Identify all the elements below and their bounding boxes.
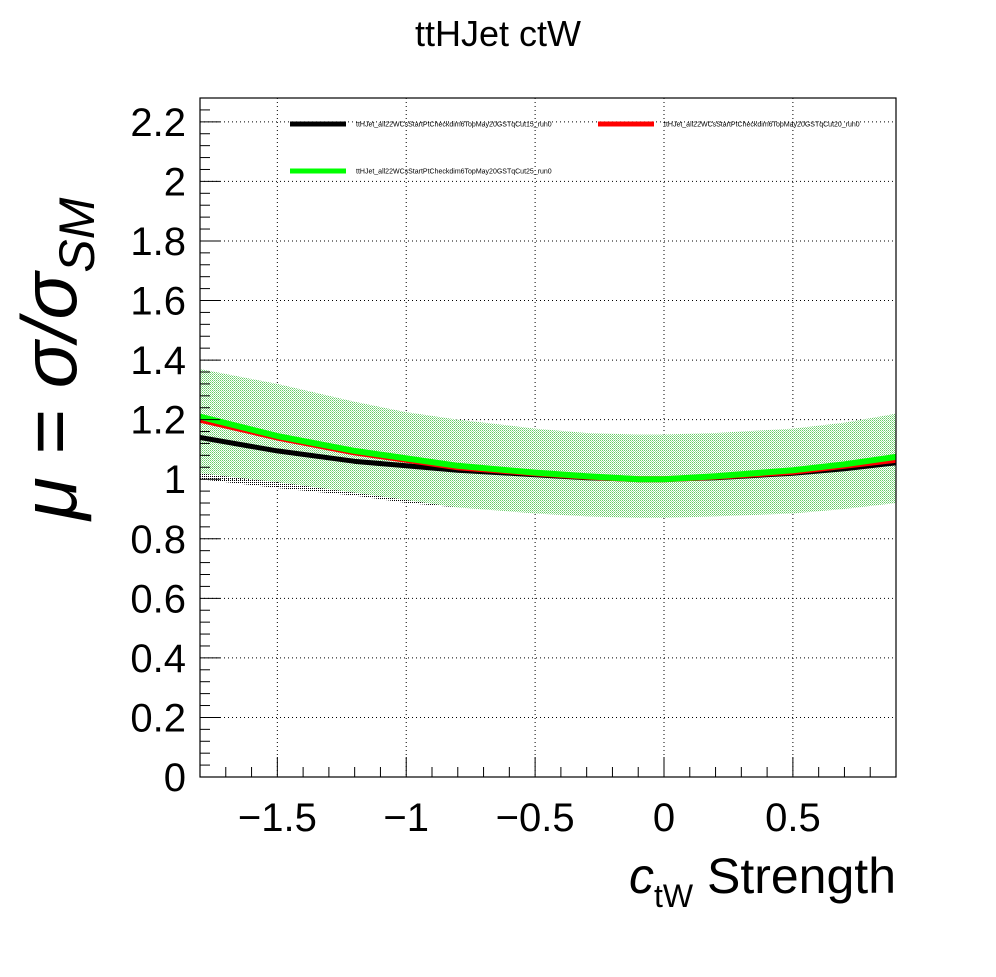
axis-ticks [199, 97, 897, 778]
y-tick-label: 1.6 [130, 280, 186, 324]
chart-title: ttHJet ctW [415, 13, 581, 54]
legend: ttHJet_all22WCsStartPtCheckdim6TopMay20G… [290, 121, 860, 176]
y-tick-label: 1.8 [130, 220, 186, 264]
series-lines [200, 413, 896, 483]
y-tick-label: 0.8 [130, 518, 186, 562]
y-tick-label: 0.4 [130, 637, 186, 681]
y-axis-label-sub: SM [49, 197, 105, 272]
y-axis-label: μ = σ/σSM [5, 197, 105, 522]
x-tick-label: −1.5 [238, 796, 317, 840]
uncertainty-band [200, 369, 896, 518]
x-tick-label: 0.5 [765, 796, 821, 840]
x-axis-label-sub: tW [654, 878, 694, 914]
x-axis-label: ctW Strength [629, 848, 896, 914]
legend-label: ttHJet_all22WCsStartPtCheckdim6TopMay20G… [664, 122, 860, 129]
y-tick-label: 2 [164, 160, 186, 204]
y-tick-label: 0 [164, 756, 186, 800]
x-axis-label-var: c [629, 848, 654, 904]
y-tick-label: 2.2 [130, 101, 186, 145]
x-tick-label: −0.5 [496, 796, 575, 840]
legend-label: ttHJet_all22WCsStartPtCheckdim6TopMay20G… [356, 169, 552, 176]
plot-frame [199, 97, 897, 778]
axis-tick-labels: −1.5 −1 −0.5 0 0.5 0 0.2 0.4 0.6 0.8 1 1.2 1.4 1.6 1.8… [130, 101, 820, 840]
y-tick-label: 1.2 [130, 399, 186, 443]
x-tick-label: 0 [653, 796, 675, 840]
y-tick-label: 0.2 [130, 696, 186, 740]
y-tick-label: 0.6 [130, 577, 186, 621]
y-axis-label-main: μ = σ/σ [5, 270, 93, 522]
x-axis-label-rest: Strength [693, 848, 896, 904]
x-tick-label: −1 [383, 796, 429, 840]
legend-label: ttHJet_all22WCsStartPtCheckdim6TopMay20G… [356, 122, 552, 129]
y-tick-label: 1.4 [130, 339, 186, 383]
uncertainty-bands [200, 369, 896, 518]
y-tick-label: 1 [164, 458, 186, 502]
series-line [200, 413, 896, 483]
